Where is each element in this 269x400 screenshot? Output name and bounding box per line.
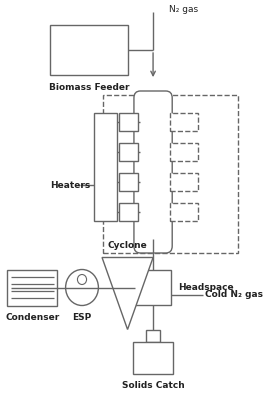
Bar: [135, 270, 171, 305]
Text: Cyclone: Cyclone: [108, 241, 147, 250]
Text: Cold N₂ gas: Cold N₂ gas: [205, 290, 263, 299]
Bar: [170, 203, 198, 221]
Circle shape: [66, 270, 98, 306]
Polygon shape: [102, 258, 153, 330]
Bar: [119, 143, 137, 161]
Bar: [170, 113, 198, 131]
Text: Biomass Feeder: Biomass Feeder: [49, 82, 129, 92]
Text: Solids Catch: Solids Catch: [122, 382, 185, 390]
Text: Condenser: Condenser: [5, 313, 59, 322]
Bar: [119, 173, 137, 191]
Text: ESP: ESP: [72, 313, 92, 322]
Bar: [119, 203, 137, 221]
Text: Headspace: Headspace: [179, 283, 234, 292]
Bar: [7, 270, 57, 306]
Bar: [119, 113, 137, 131]
Bar: [170, 173, 198, 191]
Bar: [133, 342, 173, 374]
Bar: [50, 25, 128, 75]
Circle shape: [77, 274, 87, 284]
Bar: [94, 113, 117, 221]
Text: Heaters: Heaters: [50, 180, 90, 190]
Bar: [103, 95, 238, 253]
Bar: [170, 143, 198, 161]
FancyBboxPatch shape: [134, 91, 172, 253]
Text: N₂ gas: N₂ gas: [169, 6, 198, 14]
Bar: [146, 330, 160, 342]
